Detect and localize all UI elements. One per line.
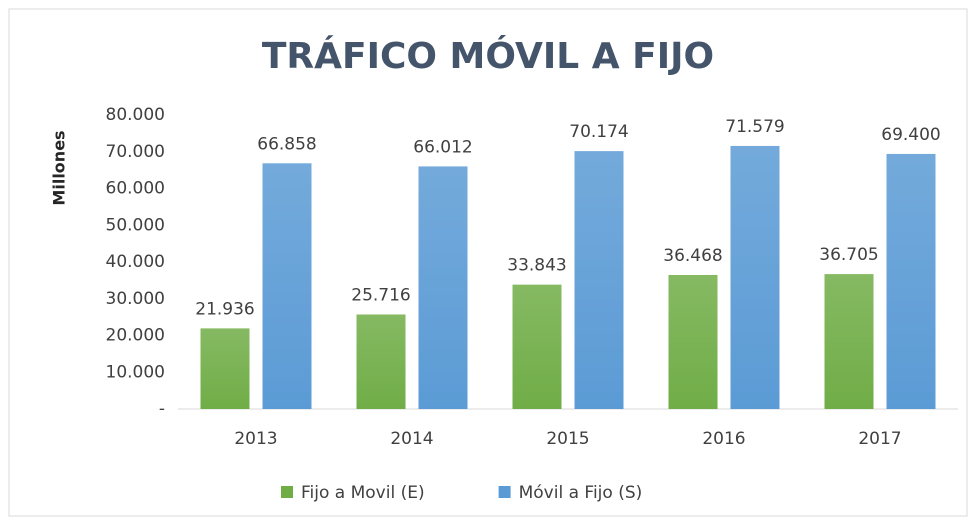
chart-border xyxy=(8,8,968,517)
y-axis-title: Millones xyxy=(50,130,69,205)
data-label: 70.174 xyxy=(569,122,628,142)
y-tick-label: 50.000 xyxy=(106,215,165,235)
y-tick-label: 40.000 xyxy=(106,252,165,272)
x-tick-label: 2013 xyxy=(234,429,277,449)
data-label: 33.843 xyxy=(507,256,566,276)
legend-swatch xyxy=(498,486,511,498)
y-tick-label: 60.000 xyxy=(106,179,165,199)
data-label: 69.400 xyxy=(881,125,940,145)
chart-title: TRÁFICO MÓVIL A FIJO xyxy=(262,35,714,77)
x-tick-label: 2014 xyxy=(390,429,433,449)
bar xyxy=(262,163,312,409)
data-label: 71.579 xyxy=(725,117,784,137)
y-tick-label: - xyxy=(159,399,165,419)
legend-swatch xyxy=(281,486,293,498)
bar xyxy=(886,153,936,409)
bar xyxy=(574,151,624,410)
x-tick-label: 2016 xyxy=(702,429,745,449)
data-label: 21.936 xyxy=(195,299,254,319)
data-label: 36.705 xyxy=(819,245,878,265)
y-tick-label: 20.000 xyxy=(106,326,165,346)
bar xyxy=(418,166,468,409)
y-tick-label: 30.000 xyxy=(106,289,165,309)
data-label: 66.012 xyxy=(413,137,472,157)
bar xyxy=(824,274,874,409)
y-tick-label: 10.000 xyxy=(106,362,165,382)
y-tick-label: 80.000 xyxy=(106,105,165,125)
bar xyxy=(512,284,562,409)
bar xyxy=(730,145,780,409)
bar xyxy=(356,314,406,409)
bar xyxy=(200,328,250,409)
data-label: 25.716 xyxy=(351,285,410,305)
data-label: 36.468 xyxy=(663,246,722,266)
x-tick-label: 2017 xyxy=(858,429,901,449)
legend-label: Móvil a Fijo (S) xyxy=(519,483,643,503)
legend-label: Fijo a Movil (E) xyxy=(301,483,425,503)
bar xyxy=(668,274,718,409)
x-tick-label: 2015 xyxy=(546,429,589,449)
data-label: 66.858 xyxy=(257,134,316,154)
y-tick-label: 70.000 xyxy=(106,142,165,162)
